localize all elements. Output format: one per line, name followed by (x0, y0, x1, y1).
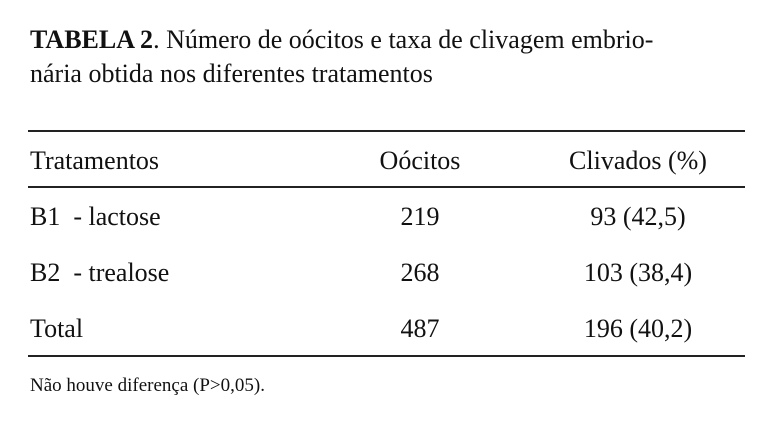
top-rule (28, 130, 745, 132)
table-cell: 103 (38,4) (583, 258, 693, 287)
caption-label: TABELA 2 (30, 25, 154, 54)
table-cell: B1 - lactose (30, 202, 161, 231)
caption-text: . Número de oócitos e taxa de clivagem e… (153, 25, 654, 54)
header-cell: Tratamentos (30, 146, 160, 175)
header-cell: Oócitos (379, 146, 461, 175)
table-cell: 268 (400, 258, 440, 287)
table-cell: 219 (400, 202, 440, 231)
header-rule (28, 186, 745, 188)
bottom-rule (28, 355, 745, 357)
table-cell: 487 (400, 314, 440, 343)
table-cell: 93 (42,5) (590, 202, 686, 231)
table-cell: Total (30, 314, 84, 343)
table-cell: B2 - trealose (30, 258, 170, 287)
footnote: Não houve diferença (P>0,05). (30, 375, 265, 396)
header-cell: Clivados (%) (569, 146, 707, 175)
caption-line: TABELA 2. Número de oócitos e taxa de cl… (30, 25, 653, 55)
table-cell: 196 (40,2) (583, 314, 693, 343)
caption-text: nária obtida nos diferentes tratamentos (30, 59, 433, 88)
